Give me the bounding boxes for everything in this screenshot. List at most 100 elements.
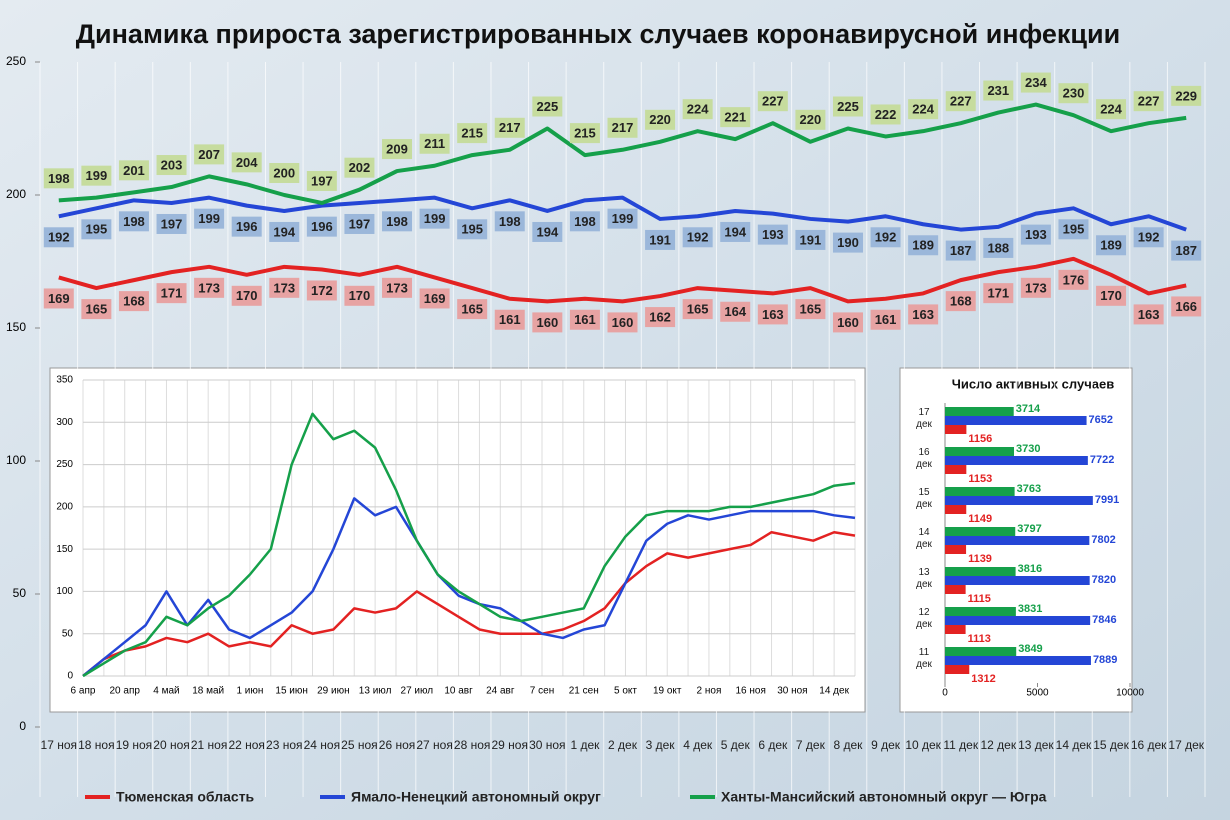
- label-box: [194, 144, 225, 165]
- x-tick-label: 0: [942, 688, 948, 699]
- data-label: 165: [687, 302, 709, 317]
- label-box: [607, 312, 638, 333]
- series-line: [58, 256, 1187, 304]
- data-label: 221: [724, 110, 746, 125]
- x-tick-label: 27 июл: [401, 686, 434, 697]
- label-box: [43, 288, 74, 309]
- bar: [945, 576, 1090, 585]
- label-box: [457, 299, 488, 320]
- data-label: 7846: [1092, 614, 1116, 626]
- data-label: 199: [86, 168, 108, 183]
- label-box: [118, 291, 149, 312]
- label-box: [645, 229, 676, 250]
- data-label: 170: [236, 288, 258, 303]
- data-label: 3831: [1018, 603, 1042, 615]
- label-box: [494, 309, 525, 330]
- label-box: [344, 157, 375, 178]
- label-box: [795, 109, 826, 130]
- label-box: [908, 235, 939, 256]
- label-box: [757, 304, 788, 325]
- x-tick-label: 10000: [1116, 688, 1144, 699]
- data-label: 230: [1063, 86, 1085, 101]
- label-box: [983, 80, 1014, 101]
- bar: [945, 607, 1016, 616]
- data-label: 189: [912, 238, 934, 253]
- x-tick-label: 15 дек: [1093, 738, 1129, 752]
- label-box: [1020, 72, 1051, 93]
- data-label: 227: [1138, 94, 1160, 109]
- label-box: [1171, 85, 1202, 106]
- data-label: 3763: [1017, 483, 1041, 495]
- y-tick-label: 100: [56, 586, 73, 597]
- data-label: 217: [499, 120, 521, 135]
- label-box: [795, 229, 826, 250]
- data-label: 192: [1138, 230, 1160, 245]
- label-box: [1096, 99, 1127, 120]
- x-tick-label: 5000: [1026, 688, 1049, 699]
- y-tick-label: 14 дек: [916, 527, 932, 550]
- x-tick-label: 14 дек: [1055, 738, 1092, 752]
- data-label: 215: [461, 126, 483, 141]
- bar: [945, 487, 1015, 496]
- label-box: [1058, 269, 1089, 290]
- bar: [945, 465, 967, 474]
- data-label: 191: [649, 232, 671, 247]
- label-box: [419, 288, 450, 309]
- data-label: 211: [424, 136, 445, 151]
- data-label: 173: [386, 280, 408, 295]
- data-label: 194: [273, 224, 295, 239]
- label-box: [306, 170, 337, 191]
- data-label: 3797: [1017, 523, 1041, 535]
- label-box: [494, 211, 525, 232]
- x-tick-label: 1 дек: [570, 738, 600, 752]
- data-label: 7652: [1089, 414, 1113, 426]
- bar: [945, 585, 966, 594]
- label-box: [532, 312, 563, 333]
- label-box: [156, 213, 187, 234]
- label-box: [231, 285, 262, 306]
- y-tick-label: 15 дек: [916, 487, 932, 510]
- data-label: 201: [123, 163, 145, 178]
- data-label: 169: [48, 291, 70, 306]
- x-tick-label: 11 дек: [943, 738, 979, 752]
- data-label: 209: [386, 141, 408, 156]
- x-tick-label: 15 июн: [275, 686, 308, 697]
- data-label: 199: [612, 211, 634, 226]
- label-box: [43, 168, 74, 189]
- x-tick-label: 22 ноя: [228, 738, 265, 752]
- label-box: [231, 152, 262, 173]
- data-label: 194: [536, 224, 558, 239]
- data-label: 169: [424, 291, 446, 306]
- x-tick-label: 21 ноя: [190, 738, 228, 752]
- data-label: 1115: [968, 593, 991, 605]
- bar: [945, 665, 970, 674]
- label-box: [382, 277, 413, 298]
- x-tick-label: 25 ноя: [341, 738, 378, 752]
- y-tick-label: 350: [56, 375, 73, 386]
- y-tick-label: 50: [62, 628, 74, 639]
- label-box: [118, 160, 149, 181]
- label-box: [908, 304, 939, 325]
- chart-title: Динамика прироста зарегистрированных слу…: [76, 19, 1120, 49]
- series-line: [82, 412, 856, 678]
- data-label: 187: [950, 243, 972, 258]
- legend-label: Ханты-Мансийский автономный округ — Югра: [721, 789, 1047, 805]
- label-box: [983, 283, 1014, 304]
- x-tick-label: 16 ноя: [735, 686, 765, 697]
- label-box: [1133, 91, 1164, 112]
- label-box: [457, 123, 488, 144]
- label-box: [269, 277, 300, 298]
- data-label: 3816: [1018, 563, 1042, 575]
- x-tick-label: 5 дек: [720, 738, 750, 752]
- label-box: [569, 123, 600, 144]
- x-tick-label: 19 ноя: [115, 738, 153, 752]
- data-label: 7722: [1090, 454, 1114, 466]
- data-label: 224: [687, 102, 709, 117]
- data-label: 197: [161, 216, 183, 231]
- data-label: 161: [875, 312, 897, 327]
- data-label: 224: [912, 102, 934, 117]
- data-label: 162: [649, 310, 671, 325]
- label-box: [870, 104, 901, 125]
- x-tick-label: 30 ноя: [529, 738, 566, 752]
- data-label: 197: [311, 173, 333, 188]
